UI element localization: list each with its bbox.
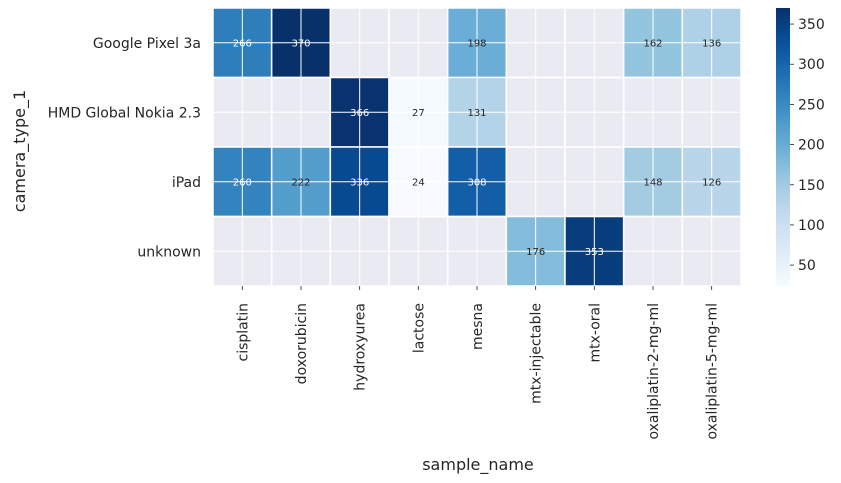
- cell-value-label: 162: [643, 38, 662, 49]
- x-axis-label: sample_name: [422, 455, 534, 475]
- cell-value-label: 131: [467, 108, 486, 119]
- cell-value-label: 266: [233, 38, 252, 49]
- cell-value-label: 27: [412, 108, 425, 119]
- x-tick-label: oxaliplatin-5-mg-ml: [705, 303, 721, 440]
- cell-value-labels: 266 370 198 162 136 366 27 131 260 222 336 24 308 148…: [233, 38, 721, 258]
- x-tick-label: mesna: [470, 303, 486, 350]
- cell-value-label: 126: [702, 177, 721, 188]
- x-tick-label: lactose: [411, 303, 427, 353]
- grid-lines: [213, 8, 741, 286]
- y-tick-label: Google Pixel 3a: [93, 36, 201, 52]
- cell-value-label: 136: [702, 38, 721, 49]
- y-tick-label: unknown: [137, 244, 201, 260]
- cell-value-label: 366: [350, 108, 369, 119]
- colorbar-gradient: [776, 8, 790, 286]
- colorbar-tick-label: 100: [798, 218, 825, 234]
- colorbar-tick-label: 50: [798, 258, 816, 274]
- colorbar-tick-label: 150: [798, 178, 825, 194]
- x-tick-label: oxaliplatin-2-mg-ml: [646, 303, 662, 440]
- y-tick-label: iPad: [172, 175, 201, 191]
- y-tick-labels: Google Pixel 3a HMD Global Nokia 2.3 iPad u…: [48, 36, 201, 261]
- cell-value-label: 148: [643, 177, 662, 188]
- x-tick-label: mtx-oral: [587, 303, 603, 363]
- cell-value-label: 353: [585, 247, 604, 258]
- cell-value-label: 222: [291, 177, 310, 188]
- colorbar-tick-label: 350: [798, 17, 825, 33]
- cell-value-label: 260: [233, 177, 252, 188]
- colorbar-tick-label: 300: [798, 57, 825, 73]
- y-axis-label: camera_type_1: [10, 90, 30, 212]
- cell-value-label: 176: [526, 247, 545, 258]
- cell-value-label: 308: [467, 177, 486, 188]
- x-tick-label: doxorubicin: [294, 303, 310, 384]
- cell-value-label: 370: [291, 38, 310, 49]
- colorbar-tick-label: 250: [798, 97, 825, 113]
- x-tick-label: hydroxyurea: [353, 303, 369, 391]
- cell-value-label: 198: [467, 38, 486, 49]
- x-tick-label: mtx-injectable: [529, 303, 545, 404]
- x-tick-label: cisplatin: [235, 303, 251, 362]
- colorbar-tick-label: 200: [798, 138, 825, 154]
- colorbar: [776, 8, 790, 286]
- colorbar-ticks: 50 100 150 200 250 300 350: [790, 17, 825, 274]
- cell-value-label: 24: [412, 177, 425, 188]
- cell-value-label: 336: [350, 177, 369, 188]
- y-tick-label: HMD Global Nokia 2.3: [48, 105, 201, 121]
- x-tick-labels: cisplatin doxorubicin hydroxyurea lactose me…: [235, 286, 721, 440]
